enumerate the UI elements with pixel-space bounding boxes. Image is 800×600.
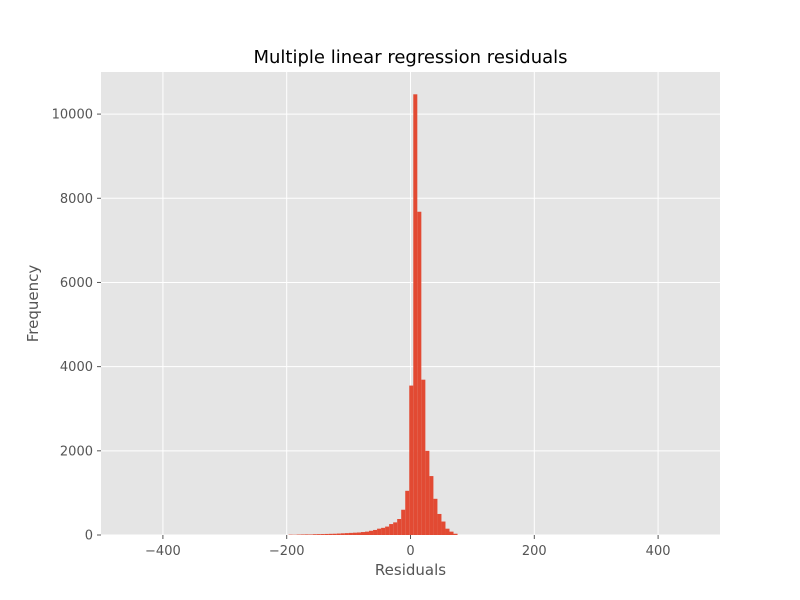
histogram-bar: [397, 519, 402, 535]
x-tick-label: −400: [145, 544, 181, 559]
histogram-bar: [401, 509, 406, 535]
y-tick-label: 4000: [60, 360, 93, 375]
grid-lines: [101, 72, 720, 536]
histogram-bar: [389, 524, 394, 535]
chart-title: Multiple linear regression residuals: [253, 47, 567, 68]
x-axis-ticks: −400 −200 0 200 400: [145, 535, 671, 559]
y-tick-label: 10000: [52, 108, 93, 123]
y-axis-ticks: 0 2000 4000 6000 8000 10000: [52, 108, 101, 544]
y-tick-label: 0: [85, 529, 93, 544]
histogram-bar: [348, 532, 353, 535]
histogram-bar: [437, 513, 442, 535]
histogram-bar: [300, 534, 305, 535]
histogram-bar: [320, 534, 325, 535]
y-tick-label: 6000: [60, 276, 93, 291]
histogram-bar: [377, 528, 382, 535]
histogram-bars: [288, 94, 458, 536]
histogram-bar: [324, 533, 329, 535]
histogram-bar: [308, 534, 313, 535]
histogram-bar: [304, 534, 309, 535]
histogram-bar: [369, 530, 374, 535]
histogram-bar: [425, 450, 430, 535]
x-tick-label: −200: [269, 544, 305, 559]
histogram-bar: [356, 532, 361, 535]
histogram-bar: [405, 490, 410, 535]
histogram-bar: [429, 476, 434, 535]
x-tick-label: 200: [522, 544, 547, 559]
histogram-bar: [328, 533, 333, 535]
histogram-bar: [332, 533, 337, 535]
histogram-bar: [381, 527, 386, 535]
histogram-bar: [365, 531, 370, 535]
histogram-bar: [441, 521, 446, 535]
x-tick-label: 400: [646, 544, 671, 559]
y-tick-label: 2000: [60, 444, 93, 459]
x-axis-label: Residuals: [375, 561, 446, 579]
histogram-bar: [373, 529, 378, 535]
histogram-bar: [385, 526, 390, 535]
histogram-bar: [445, 528, 450, 535]
histogram-bar: [312, 534, 317, 535]
y-axis-label: Frequency: [24, 265, 42, 343]
histogram-bar: [352, 532, 357, 535]
histogram-bar: [360, 532, 366, 535]
histogram-bar: [413, 94, 418, 536]
histogram-bar: [417, 211, 422, 535]
histogram-bar: [393, 522, 398, 535]
histogram-bar: [336, 533, 341, 535]
histogram-bar: [433, 498, 438, 535]
x-tick-label: 0: [406, 544, 414, 559]
histogram-bar: [316, 534, 321, 535]
histogram-bar: [340, 533, 345, 535]
histogram-bar: [449, 531, 454, 535]
histogram-bar: [453, 533, 458, 535]
histogram-bar: [344, 533, 349, 535]
histogram-bar: [421, 379, 426, 535]
histogram-bar: [409, 385, 414, 535]
y-tick-label: 8000: [60, 192, 93, 207]
